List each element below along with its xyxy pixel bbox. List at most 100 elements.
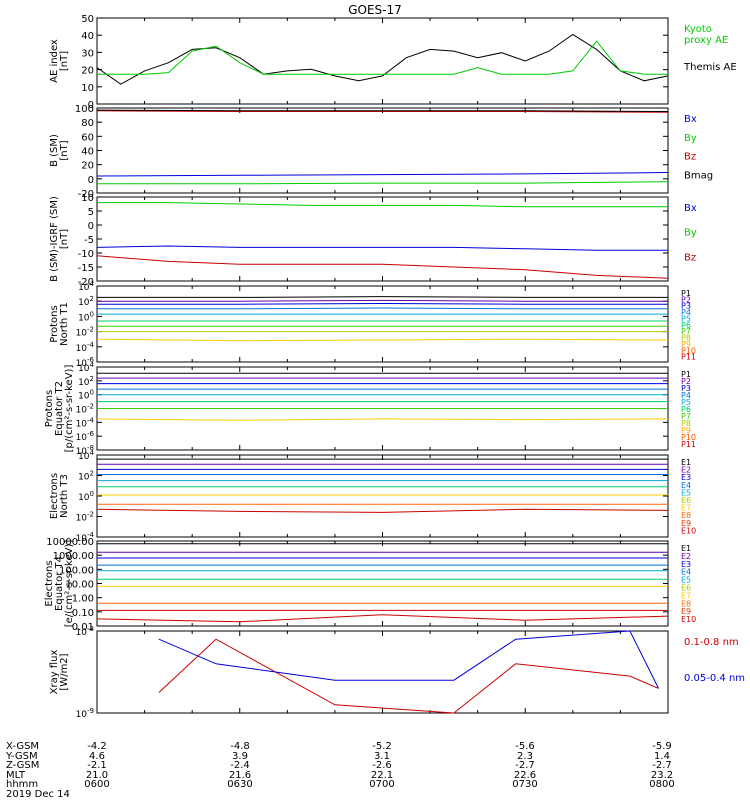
- y-axis-label: Xray flux[W/m2]: [49, 650, 70, 695]
- footer-value: -5.2: [372, 741, 392, 752]
- legend-label: E10: [681, 526, 696, 535]
- legend-label: P5: [681, 398, 691, 407]
- series-line-bz: [96, 110, 669, 113]
- y-tick-label: 0.01: [72, 622, 94, 633]
- series-line-by: [97, 181, 669, 185]
- footer-value: 0700: [369, 779, 395, 791]
- footer-value: -2.6: [372, 760, 392, 772]
- legend-label: P10: [681, 346, 696, 355]
- legend-label: Themis AE: [683, 62, 737, 73]
- y-tick-label: -20: [78, 189, 94, 200]
- y-tick-label: 10000.00: [46, 537, 94, 548]
- legend-label: Bmag: [684, 170, 713, 181]
- y-tick-label: 0.10: [72, 608, 94, 619]
- legend-label: E6: [681, 584, 691, 593]
- footer-value: 0730: [512, 779, 538, 791]
- y-tick-label: 100: [78, 310, 94, 323]
- series-line-by: [97, 202, 668, 208]
- series-line-kyoto-proxy-ae: [97, 40, 668, 75]
- y-tick-label: 0: [88, 221, 94, 232]
- legend-label: E4: [681, 481, 691, 490]
- y-tick-label: 80: [81, 118, 94, 129]
- y-tick-label: 10: [81, 83, 94, 94]
- series-line-e10: [96, 614, 669, 623]
- y-tick-label: 100: [78, 490, 94, 503]
- legend-label: E1: [681, 544, 691, 553]
- panel-frame: [96, 107, 669, 194]
- series-line-0-1-0-8-nm: [158, 638, 659, 714]
- legend-label: P1: [681, 289, 691, 298]
- y-tick-label: 40: [81, 147, 94, 158]
- footer-row-label: X-GSM: [6, 741, 40, 752]
- series-line-p8: [96, 418, 669, 421]
- footer-value: -2.4: [230, 760, 250, 772]
- legend-label: E9: [681, 607, 691, 616]
- y-tick-label: -10: [78, 249, 94, 260]
- panel-frame: [96, 196, 669, 282]
- legend-label: P7: [681, 412, 691, 421]
- legend-label: P6: [681, 405, 691, 414]
- series-line-themis-ae: [96, 33, 669, 85]
- footer-value: 1.4: [654, 750, 670, 762]
- legend-label: P6: [681, 321, 691, 330]
- legend-label: E2: [681, 552, 691, 561]
- legend-label: E8: [681, 599, 691, 608]
- legend-label: 0.1-0.8 nm: [684, 637, 739, 648]
- legend-label: Kyoto: [684, 24, 712, 35]
- legend-label: E9: [681, 519, 691, 528]
- y-tick-label: 102: [78, 375, 94, 388]
- y-tick-label: 100: [78, 389, 94, 402]
- y-axis-label: B (SM)-IGRF (SM)[nT]: [49, 196, 70, 282]
- footer-row-label: hhmm: [6, 779, 39, 791]
- series-line-p4: [97, 307, 668, 310]
- panel-5: 10-810-610-410-2100102104ProtonsEquator …: [44, 361, 696, 457]
- footer-row: X-GSM -4.2 -4.8 -5.2 -5.6 -5.9: [6, 742, 746, 752]
- footer-row-label: MLT: [6, 769, 25, 781]
- legend-label: E8: [681, 511, 691, 520]
- series-line-bmag: [96, 109, 669, 112]
- legend-label: P11: [681, 353, 696, 362]
- series-line-0-05-0-4-nm: [158, 630, 659, 689]
- y-tick-label: 10-2: [76, 511, 94, 524]
- legend-label: P3: [681, 302, 691, 311]
- y-tick-label: 0: [88, 100, 94, 111]
- series-line-p3: [97, 302, 668, 305]
- y-tick-label: 1.00: [72, 594, 94, 605]
- y-tick-label: 10-2: [76, 326, 94, 339]
- legend-label: E2: [681, 466, 691, 475]
- legend-label: P4: [681, 308, 691, 317]
- series-line-bx: [96, 172, 669, 177]
- panel-frame: [96, 540, 669, 627]
- footer-value: -5.9: [652, 741, 672, 752]
- y-tick-label: 20: [81, 161, 94, 172]
- footer-value: 0800: [649, 779, 675, 791]
- legend-label: By: [684, 228, 697, 239]
- footer-value: 23.2: [650, 769, 674, 781]
- panel-frame: [96, 454, 669, 538]
- y-tick-label: 102: [78, 295, 94, 308]
- y-tick-label: -20: [78, 277, 94, 288]
- footer-row: MLT 21.0 21.6 22.1 22.6 23.2: [6, 771, 746, 781]
- legend-label: Bx: [684, 114, 697, 125]
- series-line-p1: [97, 296, 668, 298]
- series-line-bz: [96, 255, 669, 279]
- legend-label: E5: [681, 488, 691, 497]
- y-tick-label: 20: [81, 66, 94, 77]
- y-tick-label: 100: [75, 104, 94, 115]
- y-axis-label: ElectronsEquator T4[e/(cm²-s-sr-keV)]: [44, 540, 75, 628]
- y-axis-label: B (SM)[nT]: [49, 134, 70, 167]
- footer-date: 2019 Dec 14: [6, 789, 70, 800]
- legend-label: Bz: [684, 252, 696, 263]
- legend-label: E7: [681, 504, 691, 513]
- legend-label: E10: [681, 615, 696, 624]
- series-line-p2: [97, 299, 668, 302]
- footer-value: -2.1: [87, 760, 107, 772]
- y-axis-label: ElectronsNorth T3: [49, 473, 70, 519]
- legend-label: P11: [681, 440, 696, 449]
- footer-value: -4.2: [87, 741, 107, 752]
- legend-label: Bz: [684, 152, 696, 163]
- series-line-p9: [96, 338, 669, 342]
- y-axis-label: ProtonsNorth T1: [49, 302, 70, 346]
